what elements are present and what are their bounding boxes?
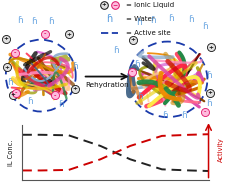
Text: ɦ: ɦ bbox=[114, 46, 119, 55]
Text: -: - bbox=[15, 90, 17, 95]
Text: ɦ: ɦ bbox=[8, 78, 13, 87]
Text: +: + bbox=[130, 37, 135, 42]
Text: = Ionic Liquid: = Ionic Liquid bbox=[126, 2, 174, 8]
Text: ɦ: ɦ bbox=[135, 60, 140, 69]
Text: +: + bbox=[209, 45, 213, 50]
Text: -: - bbox=[14, 50, 16, 55]
Text: ɦ: ɦ bbox=[27, 97, 33, 106]
Text: ɦ: ɦ bbox=[206, 99, 211, 108]
Text: -: - bbox=[204, 109, 206, 114]
Text: +: + bbox=[10, 92, 15, 97]
Text: -: - bbox=[44, 32, 47, 36]
Text: −: − bbox=[113, 2, 118, 7]
Text: -: - bbox=[54, 93, 56, 98]
Text: ɦ: ɦ bbox=[48, 17, 54, 26]
Text: ɦ: ɦ bbox=[58, 100, 63, 109]
Text: ɦ: ɦ bbox=[181, 111, 187, 120]
Text: ɦ: ɦ bbox=[188, 15, 194, 24]
Text: = Active site: = Active site bbox=[126, 30, 171, 36]
Text: ɦ: ɦ bbox=[163, 111, 168, 120]
Text: ɦ: ɦ bbox=[136, 18, 141, 27]
Text: ɦ: ɦ bbox=[168, 14, 174, 23]
Text: +: + bbox=[72, 86, 77, 91]
Text: +: + bbox=[66, 32, 71, 36]
Text: ɦ: ɦ bbox=[137, 92, 143, 101]
Text: -: - bbox=[130, 69, 133, 74]
Text: ɦ: ɦ bbox=[202, 22, 208, 31]
Text: +: + bbox=[101, 2, 106, 7]
Text: +: + bbox=[4, 65, 9, 70]
Text: ɦ: ɦ bbox=[150, 16, 155, 25]
Text: Activity: Activity bbox=[218, 137, 224, 162]
Text: ɦ: ɦ bbox=[72, 62, 77, 71]
Text: ɦ: ɦ bbox=[17, 16, 23, 25]
Text: = Water: = Water bbox=[126, 16, 154, 22]
Text: +: + bbox=[3, 36, 8, 41]
Text: ɦ: ɦ bbox=[106, 14, 113, 24]
Text: ɦ: ɦ bbox=[31, 17, 37, 26]
Text: IL Conc.: IL Conc. bbox=[8, 139, 14, 166]
Text: ɦ: ɦ bbox=[206, 71, 211, 80]
Text: Rehydration: Rehydration bbox=[85, 82, 129, 88]
Text: +: + bbox=[207, 90, 212, 95]
